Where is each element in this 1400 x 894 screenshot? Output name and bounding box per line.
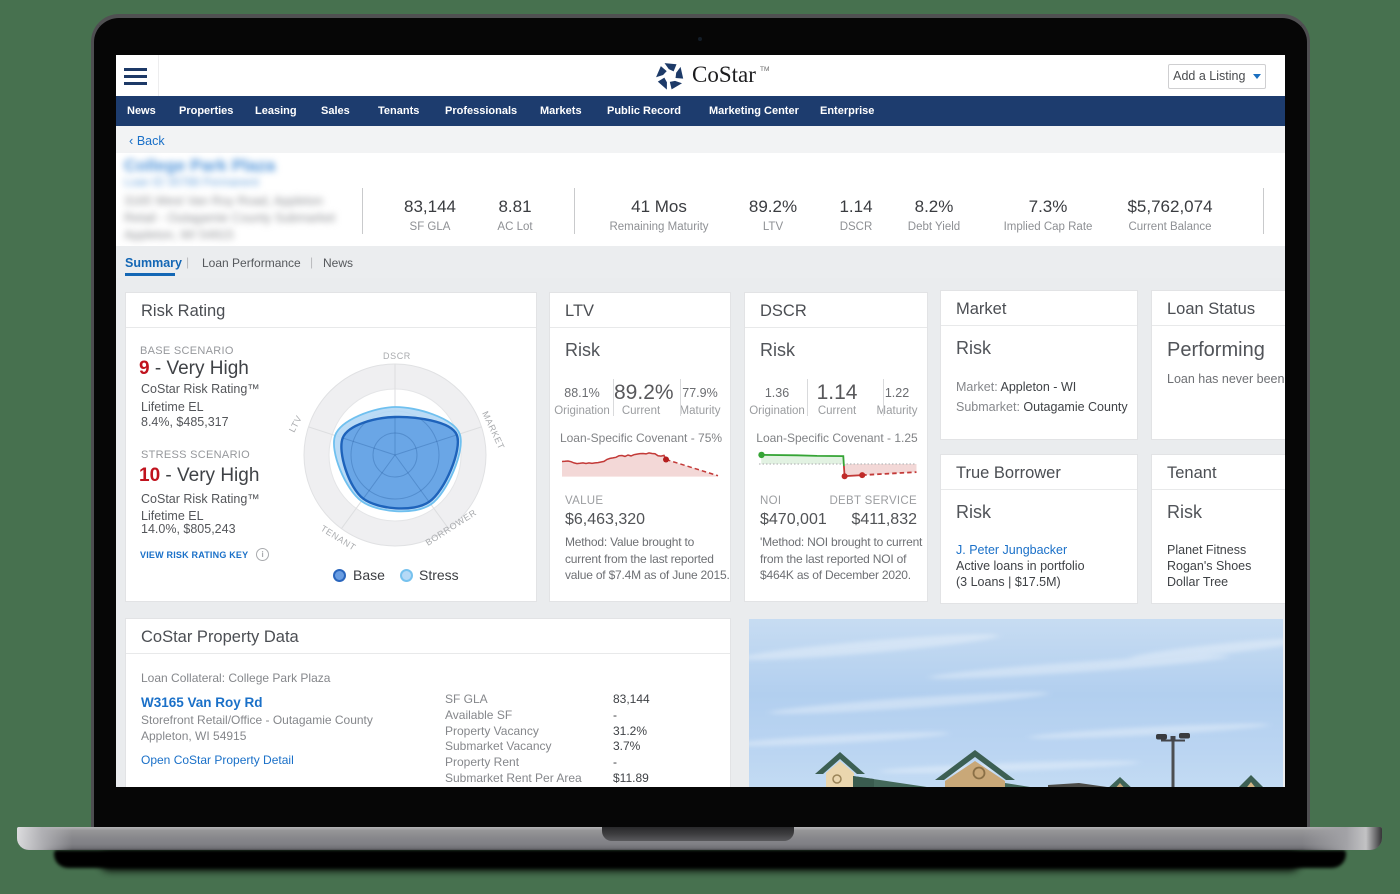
svg-text:DSCR: DSCR	[383, 351, 411, 361]
svg-text:LTV: LTV	[287, 414, 304, 434]
